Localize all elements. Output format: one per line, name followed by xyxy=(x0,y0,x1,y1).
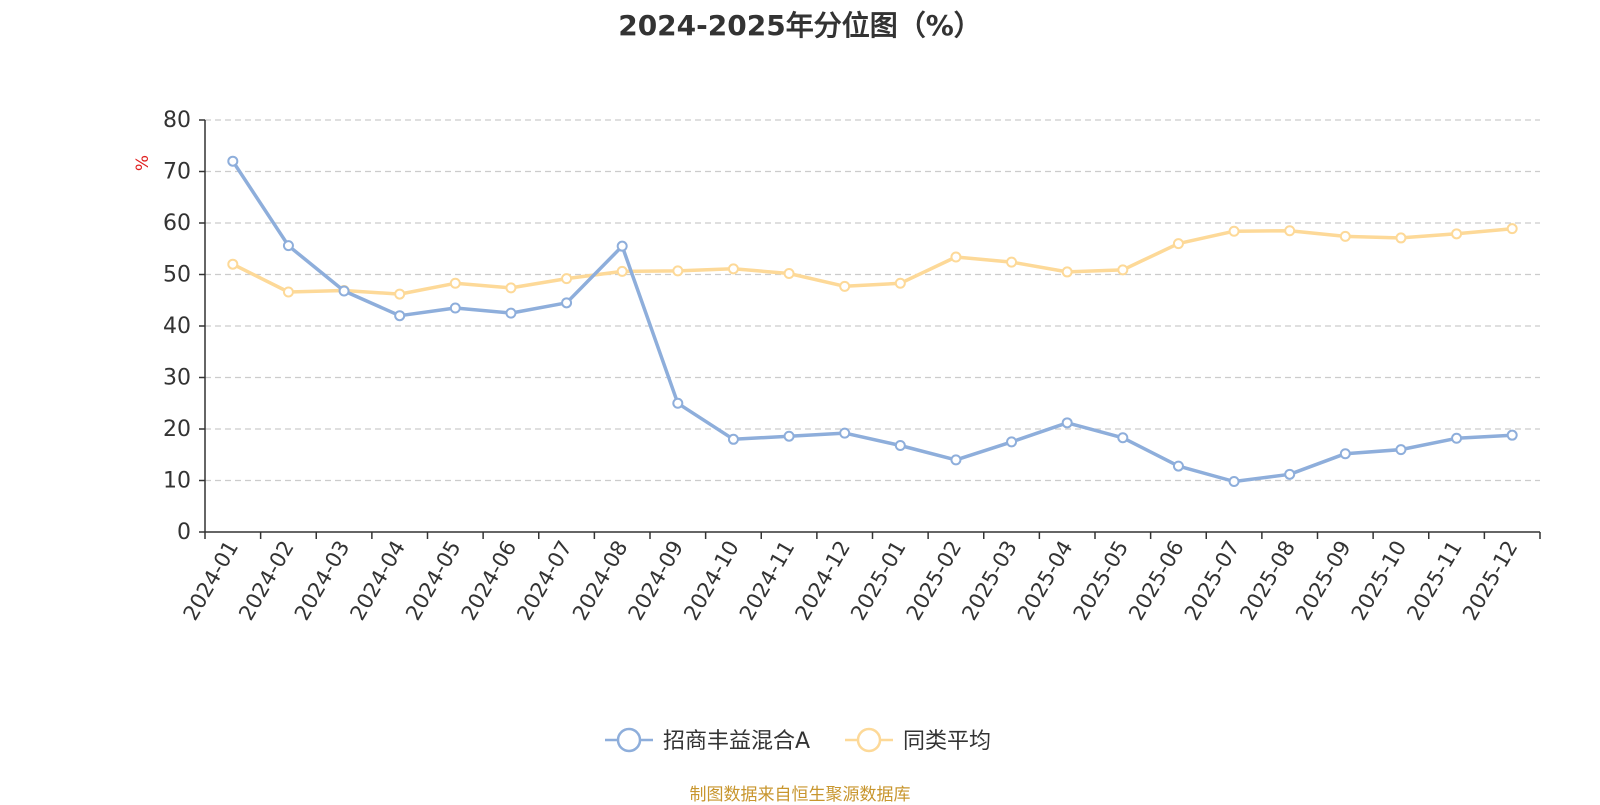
x-tick-label: 2024-09 xyxy=(623,537,688,625)
data-point xyxy=(839,280,851,292)
data-point xyxy=(1006,256,1018,268)
y-tick-label: 80 xyxy=(163,108,191,133)
legend-marker xyxy=(856,727,882,753)
data-point xyxy=(449,302,461,314)
data-point xyxy=(672,265,684,277)
data-point xyxy=(727,263,739,275)
data-point xyxy=(561,297,573,309)
data-point xyxy=(282,240,294,252)
data-point xyxy=(227,155,239,167)
x-tick-label: 2025-11 xyxy=(1402,537,1467,625)
x-tick-label: 2025-06 xyxy=(1124,537,1189,625)
x-tick-label: 2025-05 xyxy=(1068,537,1133,625)
legend-label: 同类平均 xyxy=(903,729,991,754)
data-point xyxy=(1061,417,1073,429)
data-point xyxy=(1172,460,1184,472)
data-source-note: 制图数据来自恒生聚源数据库 xyxy=(689,785,911,805)
y-tick-label: 20 xyxy=(163,417,191,442)
data-point xyxy=(1339,448,1351,460)
y-tick-label: 30 xyxy=(163,366,191,391)
y-tick-label: 10 xyxy=(163,469,191,494)
legend-label: 招商丰益混合A xyxy=(663,729,810,754)
data-point xyxy=(783,267,795,279)
data-point xyxy=(1117,264,1129,276)
x-tick-label: 2025-02 xyxy=(902,537,967,625)
data-point xyxy=(505,282,517,294)
data-point xyxy=(1506,429,1518,441)
data-point xyxy=(1061,266,1073,278)
x-tick-label: 2025-09 xyxy=(1291,537,1356,625)
data-point xyxy=(394,310,406,322)
series-lines xyxy=(227,155,1518,488)
y-tick-label: 0 xyxy=(177,520,191,545)
x-tick-label: 2024-07 xyxy=(512,537,577,625)
data-point xyxy=(561,273,573,285)
data-point xyxy=(894,277,906,289)
data-point xyxy=(839,427,851,439)
x-tick-label: 2024-03 xyxy=(290,537,355,625)
grid-lines xyxy=(205,119,1540,482)
data-point xyxy=(227,258,239,270)
x-tick-label: 2025-08 xyxy=(1235,537,1300,625)
chart-title: 2024-2025年分位图（%） xyxy=(618,9,982,42)
data-point xyxy=(505,307,517,319)
axes: 01020304050607080%2024-012024-022024-032… xyxy=(133,108,1541,625)
x-tick-label: 2025-04 xyxy=(1013,537,1078,625)
data-point xyxy=(1228,476,1240,488)
data-point xyxy=(1395,232,1407,244)
data-point xyxy=(1117,432,1129,444)
data-point xyxy=(616,265,628,277)
y-tick-label: 50 xyxy=(163,263,191,288)
x-tick-label: 2024-04 xyxy=(345,537,410,625)
x-tick-label: 2024-08 xyxy=(568,537,633,625)
data-point xyxy=(394,288,406,300)
y-tick-label: 40 xyxy=(163,314,191,339)
data-point xyxy=(1172,238,1184,250)
x-tick-label: 2024-12 xyxy=(790,537,855,625)
data-point xyxy=(1284,468,1296,480)
x-tick-label: 2025-03 xyxy=(957,537,1022,625)
data-point xyxy=(950,454,962,466)
data-point xyxy=(1006,436,1018,448)
y-tick-label: 60 xyxy=(163,211,191,236)
data-point xyxy=(449,277,461,289)
data-point xyxy=(1284,225,1296,237)
x-tick-label: 2024-06 xyxy=(457,537,522,625)
x-tick-label: 2025-12 xyxy=(1458,537,1523,625)
data-point xyxy=(1506,223,1518,235)
data-point xyxy=(783,430,795,442)
data-point xyxy=(338,285,350,297)
data-point xyxy=(1451,228,1463,240)
x-tick-label: 2024-01 xyxy=(178,537,243,625)
series-line-0 xyxy=(231,160,1513,484)
x-tick-label: 2024-11 xyxy=(735,537,800,625)
series-line-1 xyxy=(232,226,1513,296)
x-tick-label: 2024-10 xyxy=(679,537,744,625)
data-point xyxy=(616,240,628,252)
data-point xyxy=(282,286,294,298)
data-point xyxy=(672,397,684,409)
data-point xyxy=(727,433,739,445)
data-point xyxy=(1451,432,1463,444)
data-point xyxy=(1228,225,1240,237)
data-point xyxy=(1395,444,1407,456)
data-point xyxy=(894,439,906,451)
x-tick-label: 2025-10 xyxy=(1347,537,1412,625)
legend-marker xyxy=(616,727,642,753)
data-point xyxy=(1339,230,1351,242)
x-tick-label: 2025-07 xyxy=(1180,537,1245,625)
x-tick-label: 2024-05 xyxy=(401,537,466,625)
y-axis-unit-label: % xyxy=(133,155,153,171)
data-point xyxy=(950,251,962,263)
x-tick-label: 2025-01 xyxy=(846,537,911,625)
x-tick-label: 2024-02 xyxy=(234,537,299,625)
legend: 招商丰益混合A 同类平均 xyxy=(605,727,991,754)
y-tick-label: 70 xyxy=(163,160,191,185)
